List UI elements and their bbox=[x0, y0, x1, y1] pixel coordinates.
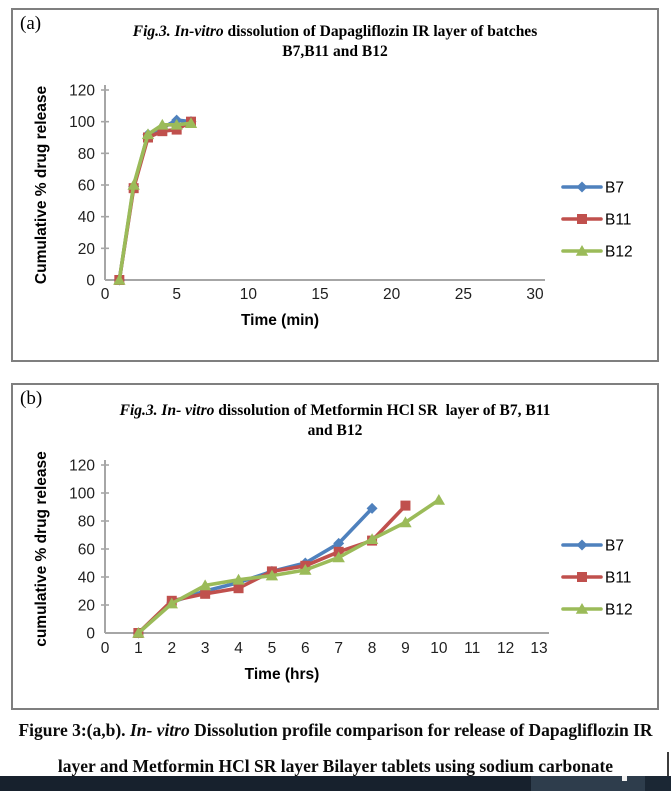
series-marker-B12 bbox=[198, 579, 212, 591]
x-tick-label: 11 bbox=[464, 640, 480, 657]
series-marker-B7 bbox=[333, 537, 345, 549]
series-marker-B12 bbox=[332, 551, 345, 563]
legend-marker-B11 bbox=[577, 214, 587, 224]
x-axis-title: Time (hrs) bbox=[245, 666, 320, 683]
x-tick-label: 13 bbox=[530, 640, 547, 657]
panel-a-title-italic: Fig.3. In-vitro bbox=[132, 23, 224, 40]
legend-marker-B11 bbox=[577, 572, 587, 582]
series-marker-B11 bbox=[200, 588, 211, 599]
x-tick-label: 0 bbox=[101, 286, 110, 303]
x-tick-label: 6 bbox=[301, 640, 310, 657]
x-tick-label: 20 bbox=[383, 286, 401, 303]
series-marker-B12 bbox=[170, 118, 183, 130]
x-tick-label: 30 bbox=[526, 286, 544, 303]
y-tick-label: 80 bbox=[78, 146, 96, 163]
legend-label-B12: B12 bbox=[605, 602, 633, 619]
bottom-bar-right-segment bbox=[645, 776, 671, 791]
series-marker-B11 bbox=[233, 583, 244, 594]
panel-b-label: (b) bbox=[20, 388, 43, 409]
x-tick-label: 4 bbox=[234, 640, 243, 657]
series-marker-B12 bbox=[113, 274, 126, 285]
legend-label-B11: B11 bbox=[605, 212, 631, 229]
bottom-bar-mid-segment bbox=[531, 776, 645, 791]
legend-marker-B7 bbox=[576, 181, 588, 193]
series-marker-B12 bbox=[232, 573, 245, 585]
series-marker-B12 bbox=[299, 564, 312, 575]
panel-a-title-line2: B7,B11 and B12 bbox=[282, 43, 388, 60]
scrollbar-edge-artifact bbox=[667, 752, 669, 776]
y-axis-title: cumulative % drug release bbox=[33, 451, 50, 647]
x-tick-label: 10 bbox=[430, 640, 448, 657]
series-line-B12 bbox=[136, 498, 441, 635]
series-marker-B12 bbox=[265, 569, 279, 581]
y-tick-label: 120 bbox=[69, 83, 95, 100]
series-marker-B12 bbox=[365, 533, 379, 544]
x-tick-label: 12 bbox=[497, 640, 514, 657]
x-axis-title: Time (min) bbox=[241, 312, 319, 329]
x-tick-label: 10 bbox=[240, 286, 258, 303]
series-marker-B11 bbox=[400, 500, 411, 511]
y-tick-label: 100 bbox=[69, 114, 95, 131]
figure-caption-line1: Figure 3:(a,b). In- vitro Dissolution pr… bbox=[18, 720, 653, 740]
series-line-B7 bbox=[136, 506, 374, 635]
x-tick-label: 9 bbox=[401, 640, 410, 657]
bottom-bar-tick bbox=[622, 776, 627, 781]
series-marker-B12 bbox=[432, 494, 446, 505]
panel-b: (b) Fig.3. In- vitro dissolution of Metf… bbox=[11, 383, 659, 710]
panel-b-title-line2: and B12 bbox=[307, 422, 363, 439]
series-line-B12 bbox=[117, 121, 193, 282]
x-tick-label: 3 bbox=[201, 640, 210, 657]
legend-marker-B12 bbox=[575, 245, 589, 256]
y-axis-title: Cumulative % drug release bbox=[33, 86, 50, 285]
y-tick-label: 80 bbox=[78, 514, 96, 531]
x-tick-label: 1 bbox=[134, 640, 143, 657]
series-marker-B12 bbox=[141, 128, 155, 140]
panel-a: (a) Fig.3. In-vitro dissolution of Dapag… bbox=[11, 8, 659, 362]
y-tick-label: 20 bbox=[78, 241, 96, 258]
dapagliflozin-dissolution-chart: 0 20 40 60 80 100 120 0 5 10 15 20 25 30 Time (min) Cum… bbox=[33, 83, 633, 330]
bottom-window-bar bbox=[0, 776, 671, 791]
panel-b-title-italic: Fig.3. In- vitro bbox=[119, 402, 215, 419]
series-marker-B12 bbox=[156, 118, 169, 130]
figure-caption-line2: layer and Metformin HCl SR layer Bilayer… bbox=[57, 756, 614, 776]
y-tick-label: 0 bbox=[86, 273, 95, 290]
y-tick-label: 60 bbox=[78, 178, 96, 195]
legend-label-B12: B12 bbox=[605, 244, 633, 261]
x-tick-label: 5 bbox=[172, 286, 181, 303]
figure-caption: Figure 3:(a,b). In- vitro Dissolution pr… bbox=[0, 712, 671, 784]
panel-a-label: (a) bbox=[20, 13, 42, 34]
series-marker-B12 bbox=[132, 627, 145, 638]
y-tick-label: 40 bbox=[78, 209, 96, 226]
panel-a-title-rest: dissolution of Dapagliflozin IR layer of… bbox=[223, 23, 538, 40]
panel-a-title: Fig.3. In-vitro dissolution of Dapaglifl… bbox=[13, 22, 657, 62]
series-marker-B12 bbox=[165, 597, 178, 609]
y-tick-label: 20 bbox=[78, 598, 96, 615]
legend-label-B11: B11 bbox=[605, 570, 631, 587]
panel-b-title: Fig.3. In- vitro dissolution of Metformi… bbox=[13, 401, 657, 441]
y-tick-label: 40 bbox=[78, 570, 96, 587]
x-tick-label: 15 bbox=[311, 286, 328, 303]
x-tick-label: 25 bbox=[455, 286, 472, 303]
legend-label-B7: B7 bbox=[605, 538, 624, 555]
series-marker-B12 bbox=[399, 516, 412, 528]
x-tick-label: 7 bbox=[334, 640, 343, 657]
panel-b-title-rest: dissolution of Metformin HCl SR layer of… bbox=[214, 402, 551, 419]
series-marker-B12 bbox=[127, 179, 140, 190]
y-tick-label: 100 bbox=[69, 486, 95, 503]
series-marker-B11 bbox=[157, 126, 168, 137]
series-marker-B12 bbox=[184, 117, 198, 129]
y-tick-label: 60 bbox=[78, 542, 96, 559]
x-tick-label: 0 bbox=[101, 640, 110, 657]
x-tick-label: 5 bbox=[268, 640, 277, 657]
y-tick-label: 120 bbox=[69, 458, 95, 475]
x-tick-label: 2 bbox=[167, 640, 176, 657]
y-tick-label: 0 bbox=[86, 626, 95, 643]
legend-label-B7: B7 bbox=[605, 180, 624, 197]
bottom-bar-left-segment bbox=[0, 776, 531, 791]
x-tick-label: 8 bbox=[368, 640, 377, 657]
legend-marker-B7 bbox=[576, 539, 588, 551]
legend-marker-B12 bbox=[575, 603, 589, 614]
